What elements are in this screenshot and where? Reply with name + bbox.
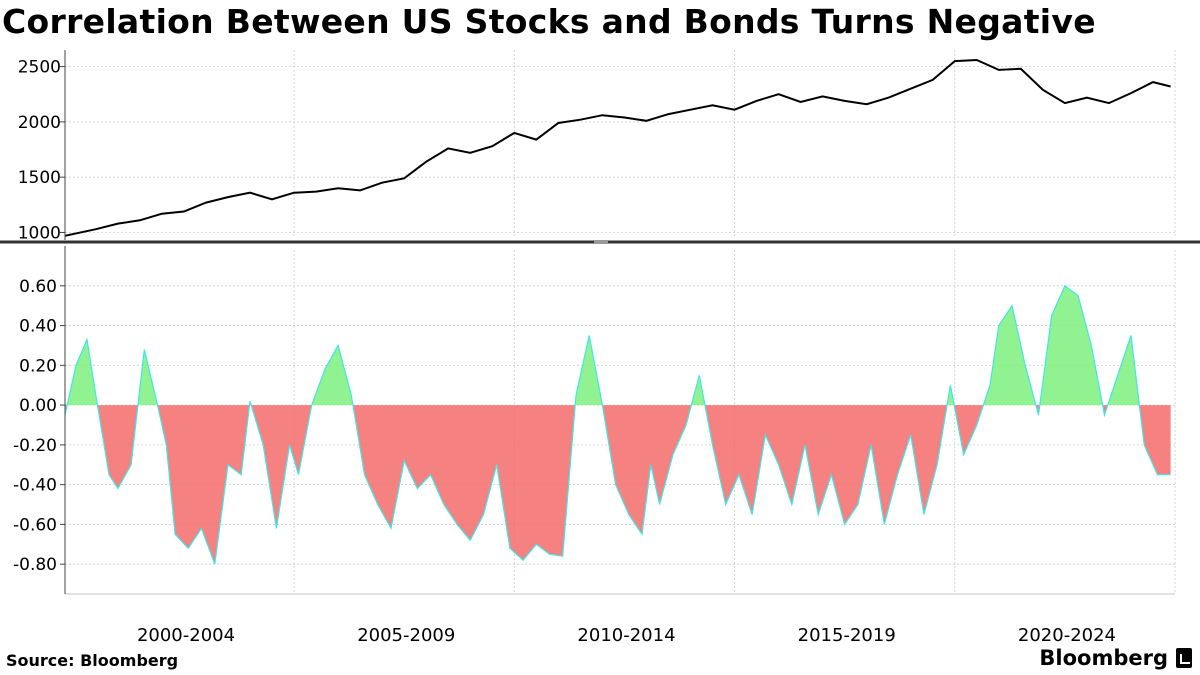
top-ytick-label: 2000 xyxy=(18,113,61,133)
bottom-ytick-label: -0.20 xyxy=(13,436,57,456)
negative-area-4 xyxy=(157,405,250,565)
bottom-panel-y-axis: 0.60 0.40 0.20 0.00 -0.20 -0.40 -0.60 -0.80 xyxy=(13,277,65,575)
source-note: Source: Bloomberg xyxy=(6,651,179,670)
top-ytick-label: 2500 xyxy=(18,58,61,78)
negative-area-10 xyxy=(602,405,692,535)
bottom-ytick-label: 0.20 xyxy=(19,356,57,376)
negative-area-2 xyxy=(97,405,138,489)
positive-area-17 xyxy=(1039,285,1103,406)
x-label-1: 2005-2009 xyxy=(357,625,455,646)
stock-bond-index-line xyxy=(64,58,1171,237)
positive-area-1 xyxy=(67,339,98,406)
bottom-ytick-label: -0.80 xyxy=(13,555,57,575)
bloomberg-logo: Bloomberg xyxy=(1039,646,1192,670)
top-panel-y-axis: 1000 1500 2000 2500 xyxy=(18,58,65,243)
top-ytick-label: 1000 xyxy=(18,223,61,243)
bottom-ytick-label: 0.40 xyxy=(19,317,57,337)
positive-area-15 xyxy=(983,305,1036,406)
bottom-ytick-label: 0.00 xyxy=(19,396,57,416)
negative-area-8 xyxy=(353,405,576,561)
positive-area-13 xyxy=(947,385,955,406)
correlation-line xyxy=(64,284,1171,565)
x-label-3: 2015-2019 xyxy=(798,625,896,646)
bottom-panel-grid xyxy=(65,250,1176,594)
negative-area-6 xyxy=(251,405,312,529)
positive-area-9 xyxy=(575,335,603,406)
top-panel-grid xyxy=(65,50,1176,238)
x-axis-labels: 2000-2004 2005-2009 2010-2014 2015-2019 2020… xyxy=(137,625,1116,646)
panel-divider-handle[interactable] xyxy=(594,240,608,244)
x-label-4: 2020-2024 xyxy=(1018,625,1116,646)
positive-area-11 xyxy=(691,375,705,406)
bottom-ytick-label: -0.60 xyxy=(13,515,57,535)
top-ytick-label: 1500 xyxy=(18,168,61,188)
bloomberg-terminal-icon xyxy=(1176,648,1192,668)
correlation-areas xyxy=(65,285,1171,565)
positive-area-19 xyxy=(1107,335,1140,406)
x-label-2: 2010-2014 xyxy=(577,625,675,646)
chart-title: Correlation Between US Stocks and Bonds … xyxy=(2,2,1096,41)
x-label-0: 2000-2004 xyxy=(137,625,235,646)
negative-area-20 xyxy=(1139,405,1171,475)
brand-wordmark: Bloomberg xyxy=(1039,646,1168,670)
negative-area-12 xyxy=(704,405,948,525)
positive-area-7 xyxy=(311,345,353,406)
bottom-ytick-label: 0.60 xyxy=(19,277,57,297)
bottom-ytick-label: -0.40 xyxy=(13,476,57,496)
